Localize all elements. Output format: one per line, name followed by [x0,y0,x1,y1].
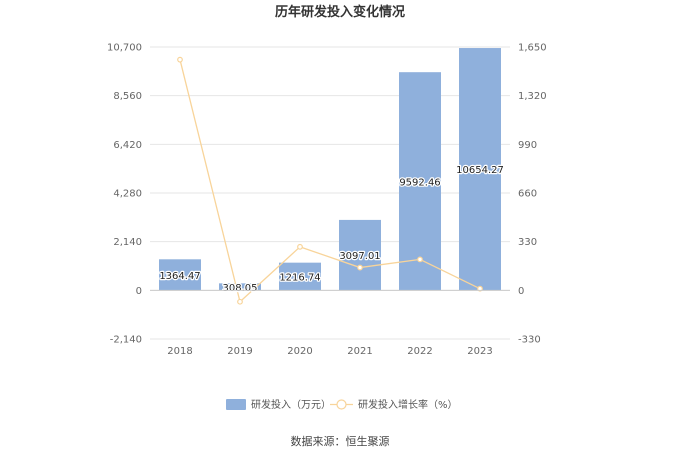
x-axis-tick-label: 2021 [347,346,372,357]
legend-bar-swatch [226,399,246,410]
bar-layer [159,48,501,291]
x-axis-tick-label: 2022 [407,346,432,357]
bar-data-label: 9592.46 [399,177,440,188]
bar [219,283,261,291]
bar [339,219,381,291]
bar [159,259,201,291]
axis-layer: -2,140 0 2,140 4,280 6,420 8,560 10,700 -330 0 33… [107,43,547,358]
x-axis-tick-label: 2019 [227,346,252,357]
left-axis-tick-label: 2,140 [113,237,142,248]
legend: 研发投入（万元） 研发投入增长率（%） [226,398,458,411]
legend-bar-label: 研发投入（万元） [251,398,331,411]
left-axis-tick-label: -2,140 [110,335,142,346]
line-point [297,243,303,250]
bar [459,48,501,291]
x-axis-tick-label: 2023 [467,346,492,357]
growth-rate-line [179,59,481,303]
right-axis-tick-label: 0 [518,286,524,297]
left-axis-tick-label: 10,700 [107,43,142,54]
right-axis-tick-label: 330 [518,237,537,248]
right-axis-tick-label: 1,650 [518,43,547,54]
left-axis-tick-label: 0 [136,286,142,297]
legend-line-label: 研发投入增长率（%） [358,398,458,411]
left-axis-tick-label: 6,420 [113,140,142,151]
legend-line-marker [336,399,347,410]
right-axis-tick-label: 990 [518,140,537,151]
right-axis-tick-label: 660 [518,189,537,200]
data-label-layer: 1364.47 308.05 1216.74 3097.01 9592.46 10654.… [158,164,505,295]
bar-data-label: 10654.27 [456,165,504,176]
bar-data-label: 1364.47 [159,271,200,282]
left-axis-tick-label: 8,560 [113,91,142,102]
bar-data-label: 1216.74 [279,272,320,283]
line-layer [177,56,483,305]
line-point [417,256,423,263]
data-source: 数据来源：恒生聚源 [291,434,390,448]
bar-data-label: 3097.01 [339,251,380,262]
bar [399,72,441,291]
right-axis-tick-label: -330 [518,335,541,346]
bar-data-label: 308.05 [223,283,258,294]
line-point [177,56,183,63]
line-point [357,264,363,271]
grid-layer [150,46,510,340]
x-axis-tick-label: 2020 [287,346,312,357]
right-axis-tick-label: 1,320 [518,91,547,102]
x-axis-tick-label: 2018 [167,346,192,357]
left-axis-tick-label: 4,280 [113,189,142,200]
chart-title: 历年研发投入变化情况 [275,4,405,20]
line-point [237,298,243,305]
bar [279,262,321,291]
